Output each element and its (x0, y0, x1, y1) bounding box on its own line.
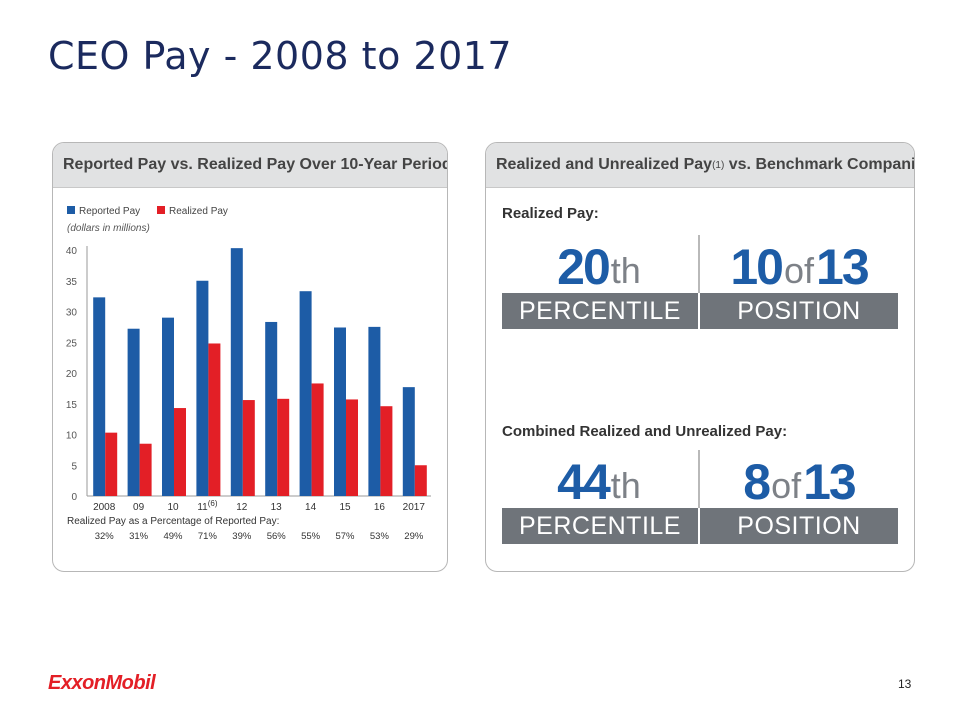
percentage-label: 55% (301, 531, 321, 542)
reported-pay-bar (162, 317, 174, 496)
realized-pay-bar (380, 406, 393, 496)
realized-percentile-number: 20 (557, 239, 611, 295)
realized-pay-label: Realized Pay: (502, 205, 599, 222)
realized-pay-bar (277, 398, 290, 496)
x-tick-label: 11(6) (197, 499, 218, 513)
realized-pay-bar (242, 400, 255, 496)
x-tick-label: 13 (271, 502, 283, 513)
combined-position: 8 of 13 (700, 448, 898, 508)
stat-divider (698, 450, 700, 508)
y-tick-label: 30 (66, 308, 78, 319)
percentage-label: 49% (163, 531, 183, 542)
percentage-caption: Realized Pay as a Percentage of Reported… (67, 516, 279, 527)
x-tick-footnote: (6) (208, 499, 218, 508)
x-tick-label: 2017 (403, 502, 426, 513)
realized-pay-bar (346, 399, 358, 496)
x-tick-label: 2008 (93, 502, 116, 513)
y-tick-label: 10 (66, 431, 78, 442)
reported-pay-bar (368, 326, 381, 496)
stat-divider (698, 235, 700, 293)
benchmark-header-suffix: vs. Benchmark Companies (724, 156, 915, 173)
benchmark-header-text: Realized and Unrealized Pay (496, 156, 713, 173)
slide-title: CEO Pay - 2008 to 2017 (48, 34, 513, 78)
y-tick-label: 5 (71, 461, 77, 472)
realized-pay-bar (414, 465, 427, 496)
chart-panel: Reported Pay vs. Realized Pay Over 10-Ye… (52, 142, 448, 572)
reported-pay-bar (265, 321, 278, 496)
y-tick-label: 25 (66, 338, 78, 349)
benchmark-header-footnote: (1) (712, 159, 725, 171)
exxonmobil-logo: ExxonMobil (48, 672, 156, 694)
combined-position-of: of (771, 465, 802, 506)
legend-label: Realized Pay (169, 206, 228, 217)
realized-percentile-suffix: th (610, 250, 641, 291)
realized-percentile-word: PERCENTILE (519, 296, 681, 325)
reported-pay-bar (230, 248, 243, 496)
reported-pay-bar (402, 387, 415, 496)
page-number: 13 (898, 677, 912, 691)
x-tick-label: 16 (374, 502, 386, 513)
x-tick-label: 12 (236, 502, 248, 513)
realized-position-number: 10 (730, 239, 784, 295)
pay-bar-chart: Reported Pay Realized Pay (dollars in mill… (66, 206, 431, 542)
chart-panel-header: Reported Pay vs. Realized Pay Over 10-Ye… (53, 143, 447, 188)
realized-position: 10 of 13 (700, 233, 898, 293)
realized-position-word: POSITION (737, 296, 861, 325)
realized-pay-bar (311, 383, 324, 496)
combined-pay-label: Combined Realized and Unrealized Pay: (502, 423, 788, 440)
percentage-label: 71% (198, 531, 218, 542)
x-tick-label: 14 (305, 502, 317, 513)
percentage-label: 39% (232, 531, 252, 542)
realized-pay-bar (174, 408, 186, 496)
reported-pay-bar (196, 280, 209, 496)
realized-pay-bar (208, 343, 221, 496)
units-note: (dollars in millions) (67, 223, 150, 234)
combined-position-number: 8 (743, 454, 771, 510)
reported-pay-bar (93, 297, 106, 496)
legend-swatch (157, 206, 165, 214)
percentage-label: 29% (404, 531, 424, 542)
combined-stat-bar: PERCENTILE POSITION (502, 508, 898, 544)
legend-swatch (67, 206, 75, 214)
stat-bar-separator (698, 293, 700, 329)
percentage-label: 53% (370, 531, 390, 542)
combined-percentile-word: PERCENTILE (519, 511, 681, 540)
percentage-label: 56% (267, 531, 287, 542)
realized-position-of: of (783, 250, 815, 291)
realized-position-total: 13 (816, 239, 870, 295)
benchmark-panel: Realized and Unrealized Pay (1) vs. Bench… (485, 142, 915, 572)
realized-stat-bar: PERCENTILE POSITION (502, 293, 898, 329)
y-tick-label: 35 (66, 277, 78, 288)
realized-pay-bar (139, 443, 152, 496)
reported-pay-bar (127, 328, 140, 496)
y-tick-label: 15 (66, 400, 78, 411)
benchmark-panel-header: Realized and Unrealized Pay (1) vs. Bench… (486, 143, 914, 188)
reported-pay-bar (299, 291, 312, 496)
realized-pay-bar (105, 432, 118, 496)
combined-percentile-number: 44 (557, 454, 611, 510)
combined-percentile-suffix: th (610, 465, 641, 506)
percentage-label: 32% (95, 531, 115, 542)
stat-bar-separator (698, 508, 700, 544)
combined-position-word: POSITION (737, 511, 861, 540)
y-tick-label: 20 (66, 369, 78, 380)
legend-label: Reported Pay (79, 206, 140, 217)
reported-pay-bar (334, 327, 346, 496)
x-tick-label: 09 (133, 502, 145, 513)
percentage-label: 57% (335, 531, 355, 542)
x-tick-label: 10 (167, 502, 179, 513)
combined-position-total: 13 (803, 454, 857, 510)
y-tick-label: 40 (66, 246, 78, 257)
y-tick-label: 0 (71, 492, 77, 503)
x-tick-label: 15 (339, 502, 351, 513)
percentage-label: 31% (129, 531, 149, 542)
